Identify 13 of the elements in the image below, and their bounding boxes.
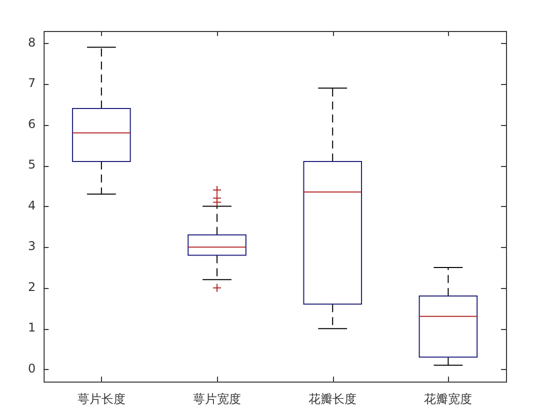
- y-tick-label: 7: [28, 76, 36, 90]
- y-tick-label: 0: [28, 361, 36, 376]
- y-tick-label: 4: [28, 198, 36, 212]
- y-tick-label: 5: [28, 158, 36, 172]
- y-tick-label: 3: [28, 239, 36, 254]
- x-tick-label: 萼片长度: [77, 392, 126, 406]
- y-tick-label: 1: [28, 320, 36, 335]
- y-tick-label: 2: [28, 280, 36, 294]
- y-tick-label: 8: [28, 35, 36, 50]
- y-tick-label: 6: [28, 116, 36, 131]
- x-tick-label: 花瓣宽度: [424, 392, 472, 406]
- x-tick-label: 花瓣长度: [308, 392, 357, 406]
- x-tick-label: 萼片宽度: [193, 392, 242, 406]
